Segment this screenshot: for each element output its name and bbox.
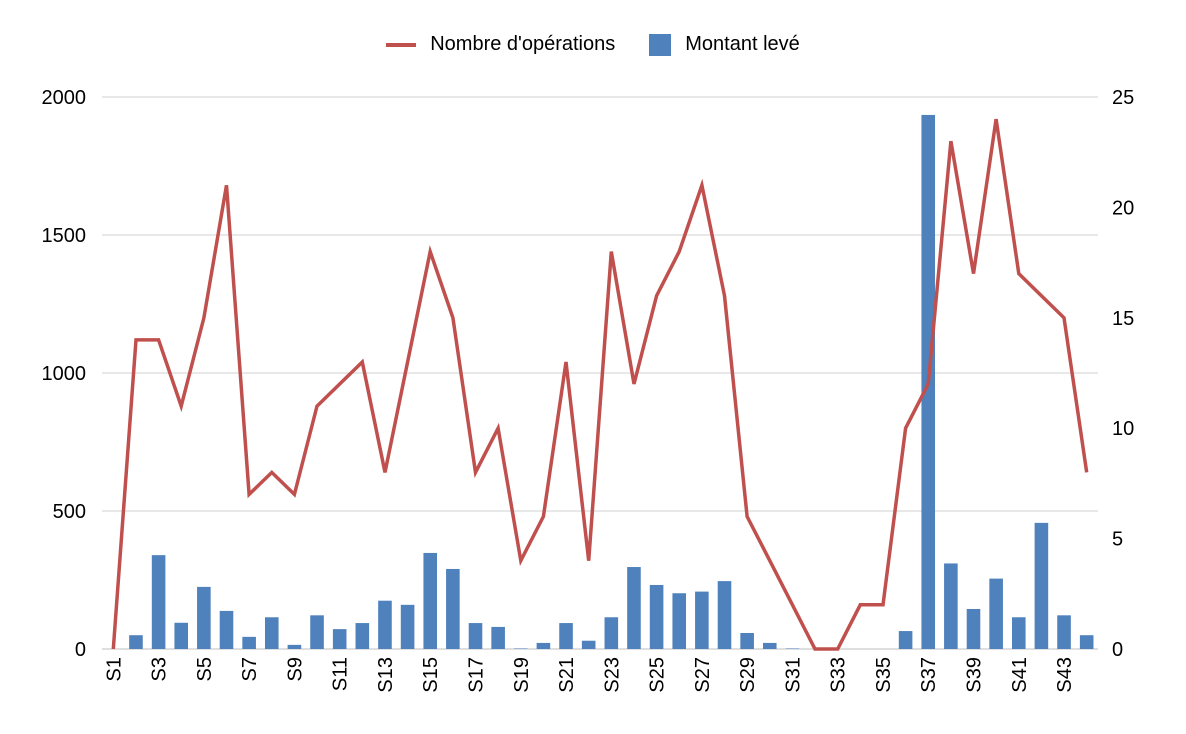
bar-S42: [1034, 522, 1049, 649]
bar-S8: [264, 617, 279, 649]
bar-S36: [898, 631, 913, 649]
bar-S3: [151, 555, 166, 649]
right-axis-tick-label: 25: [1112, 87, 1134, 109]
bar-S13: [378, 600, 392, 649]
x-axis-tick-label: S13: [375, 657, 397, 693]
x-axis-tick-label: S7: [239, 657, 261, 681]
bar-S5: [197, 586, 211, 649]
x-axis-tick-label: S35: [873, 657, 895, 693]
bar-S40: [989, 578, 1003, 649]
x-axis-tick-label: S15: [420, 657, 442, 693]
chart-legend: Nombre d'opérations Montant levé: [0, 33, 1186, 56]
bar-S44: [1079, 635, 1094, 649]
x-axis-tick-label: S11: [330, 657, 352, 691]
right-axis-tick-label: 20: [1112, 197, 1134, 219]
bar-S26: [672, 593, 687, 649]
bar-S20: [536, 642, 551, 649]
x-axis-tick-label: S39: [964, 657, 986, 693]
x-axis-tick-label: S33: [828, 657, 850, 693]
bar-S43: [1057, 615, 1071, 649]
bar-S9: [287, 644, 302, 649]
left-axis-tick-label: 500: [53, 501, 86, 523]
x-axis-tick-label: S25: [647, 657, 669, 693]
bar-S25: [649, 584, 664, 649]
left-axis-tick-label: 1000: [42, 363, 87, 385]
bar-S22: [581, 640, 596, 649]
bar-S17: [468, 623, 483, 649]
x-axis-tick-label: S3: [149, 657, 171, 681]
operations-line: [111, 118, 1089, 651]
bar-S11: [332, 629, 347, 649]
x-axis-tick-label: S29: [737, 657, 759, 693]
x-axis-tick-label: S23: [601, 657, 623, 693]
x-axis-tick-label: S37: [918, 657, 940, 693]
bar-S2: [129, 635, 143, 649]
legend-bar-swatch: [649, 33, 672, 56]
bar-S24: [627, 567, 641, 649]
legend-label-montant: Montant levé: [685, 33, 800, 55]
legend-label-operations: Nombre d'opérations: [430, 33, 616, 55]
x-axis-tick-label: S19: [511, 657, 533, 693]
bar-S19: [513, 648, 528, 649]
bar-S29: [740, 632, 754, 649]
right-axis-tick-label: 10: [1112, 418, 1134, 440]
bar-S12: [355, 623, 370, 649]
bar-S39: [966, 608, 981, 649]
bar-S6: [219, 610, 234, 649]
bar-S31: [785, 648, 800, 649]
bar-S18: [491, 626, 505, 649]
legend-item-montant: Montant levé: [649, 33, 800, 56]
x-axis-tick-label: S1: [103, 657, 125, 681]
bar-S27: [695, 591, 709, 649]
bar-S15: [423, 552, 438, 649]
bar-S38: [944, 563, 958, 649]
bar-S7: [242, 636, 256, 649]
bar-S21: [559, 623, 573, 649]
bar-S10: [310, 615, 324, 649]
x-axis-tick-label: S43: [1054, 657, 1076, 693]
x-axis-tick-label: S5: [194, 657, 216, 681]
left-axis-tick-label: 0: [75, 639, 86, 661]
left-axis-ticks: 0 500 1000 1500 2000: [42, 87, 87, 661]
bar-S41: [1011, 617, 1026, 649]
legend-line-swatch: [386, 42, 417, 47]
line-series-operations: [111, 118, 1089, 651]
x-axis-ticks: S1 S3 S5 S7 S9 S11 S13 S15 S17 S19 S21 S23 S25 S27 S29…: [103, 657, 1076, 693]
bar-S4: [174, 622, 189, 649]
right-axis-tick-label: 0: [1112, 639, 1123, 661]
right-axis-tick-label: 5: [1112, 529, 1123, 551]
x-axis-tick-label: S31: [782, 657, 804, 693]
bar-S30: [762, 642, 777, 649]
bar-S16: [446, 568, 460, 649]
x-axis-tick-label: S21: [556, 657, 578, 693]
x-axis-tick-label: S17: [466, 657, 488, 693]
bar-S14: [400, 604, 415, 649]
legend-item-operations: Nombre d'opérations: [386, 33, 615, 56]
x-axis-tick-label: S9: [284, 657, 306, 681]
x-axis-tick-label: S41: [1009, 657, 1031, 693]
bar-series-montant: [129, 114, 1094, 649]
right-axis-ticks: 0 5 10 15 20 25: [1112, 87, 1134, 661]
bar-S28: [717, 581, 732, 649]
right-axis-tick-label: 15: [1112, 308, 1134, 330]
x-axis-tick-label: S27: [692, 657, 714, 693]
left-axis-tick-label: 2000: [42, 87, 87, 109]
left-axis-tick-label: 1500: [42, 225, 87, 247]
bar-S23: [604, 617, 619, 649]
